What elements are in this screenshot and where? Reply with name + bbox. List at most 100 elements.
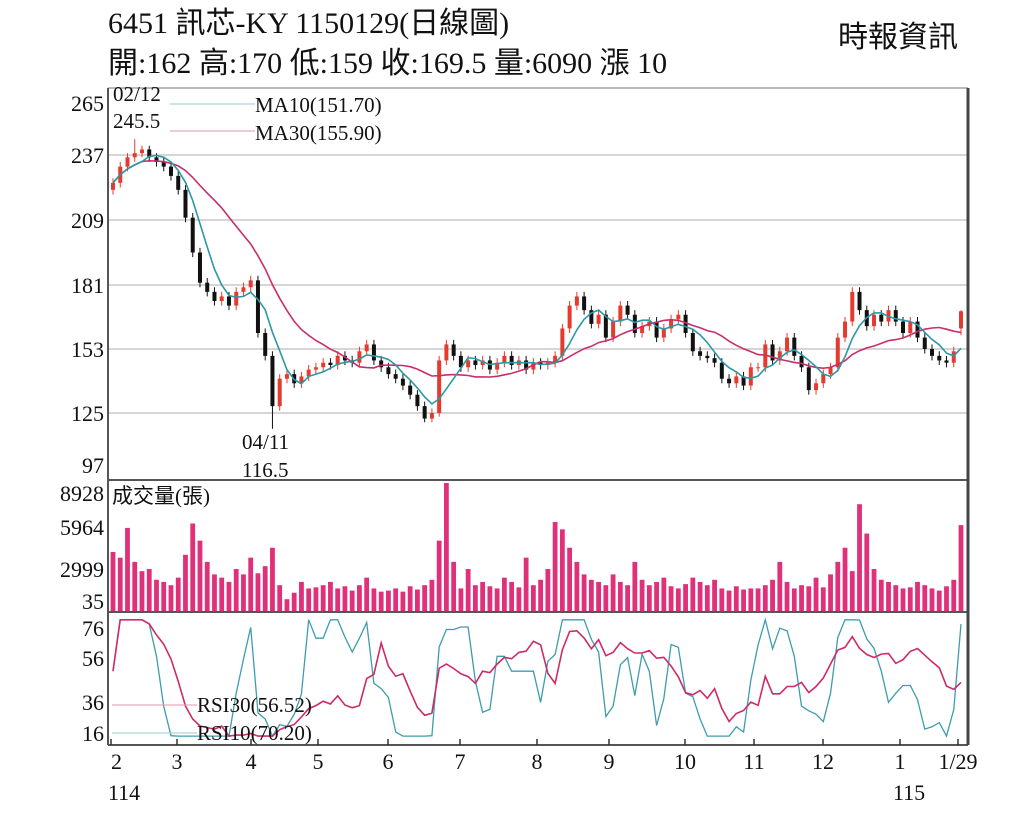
candle-body: [176, 175, 181, 190]
candle-body: [618, 305, 623, 322]
volume-bar: [117, 557, 123, 611]
candle: [415, 390, 420, 411]
year-label-115: 115: [893, 780, 925, 805]
volume-bar: [588, 579, 594, 611]
volume-bar: [813, 577, 819, 611]
volume-bar: [393, 588, 399, 611]
rsi-tick-label: 76: [82, 616, 104, 641]
ma10-line: [112, 154, 962, 405]
candle-body: [893, 310, 898, 322]
candle-body: [437, 360, 442, 413]
volume-bar: [494, 588, 500, 611]
volume-bar: [755, 588, 761, 611]
price-tick-label: 209: [71, 208, 104, 233]
volume-bar: [567, 547, 573, 611]
volume-bar: [784, 581, 790, 611]
volume-bar: [226, 581, 232, 611]
volume-bar: [190, 523, 196, 611]
candle-body: [313, 367, 318, 370]
volume-bar: [639, 579, 645, 611]
candle-body: [386, 367, 391, 375]
candle: [306, 365, 311, 381]
volume-bar: [922, 585, 928, 611]
candle-body: [234, 291, 239, 306]
volume-bar: [277, 585, 283, 611]
volume-bar: [690, 577, 696, 611]
candle: [944, 355, 949, 368]
volume-bar: [733, 586, 739, 611]
candle-body: [632, 314, 637, 333]
candle-body: [197, 252, 202, 283]
candle-body: [190, 217, 195, 253]
candle: [299, 371, 304, 388]
ma10-legend: MA10(151.70): [255, 93, 382, 117]
x-tick-labels: 2 3 4 5 6 7 8 9 10 11 12 1 1/29: [110, 739, 978, 774]
candle: [632, 310, 637, 338]
grid-lines: [108, 154, 968, 414]
candle: [770, 339, 775, 365]
volume-bar: [538, 579, 544, 611]
candle: [937, 351, 942, 365]
volume-bar: [197, 540, 203, 611]
candle: [618, 301, 623, 327]
candle-body: [371, 344, 376, 361]
volume-bar: [523, 557, 529, 611]
candle-body: [509, 355, 514, 365]
volume-bar: [299, 581, 304, 611]
candle: [480, 355, 485, 370]
candle: [234, 287, 239, 311]
volume-bar: [284, 599, 290, 611]
volume-bar: [125, 527, 130, 611]
volume-bar: [704, 585, 710, 611]
candle-body: [806, 367, 811, 391]
volume-tick-label: 5964: [60, 515, 104, 540]
candle: [176, 171, 181, 195]
volume-bar: [262, 566, 268, 611]
candle-body: [466, 360, 471, 368]
candle: [364, 339, 369, 356]
candle: [161, 157, 166, 172]
volume-bar: [509, 581, 515, 611]
candle: [814, 378, 819, 395]
price-tick-label: 97: [82, 453, 104, 478]
candle: [277, 374, 282, 411]
volume-bar: [400, 591, 406, 611]
candle: [284, 369, 289, 384]
candle: [393, 369, 398, 384]
volume-bar: [661, 577, 667, 611]
x-tick-label: 11: [743, 749, 764, 774]
volume-bar: [596, 581, 602, 611]
candle-body: [524, 360, 529, 370]
volume-bar: [487, 586, 493, 611]
ma30-legend: MA30(155.90): [255, 121, 382, 145]
candle-body: [364, 344, 369, 352]
candle: [806, 362, 811, 395]
candle: [669, 314, 674, 333]
candle-body: [748, 367, 753, 386]
x-tick-label: 2: [111, 749, 122, 774]
candle-body: [502, 355, 507, 363]
price-tick-label: 181: [71, 273, 104, 298]
volume-bar: [451, 561, 457, 611]
candle: [132, 139, 137, 162]
volume-bar: [574, 561, 580, 611]
candle: [255, 275, 260, 338]
candle-body: [734, 376, 739, 384]
volume-bar: [219, 577, 225, 611]
candle: [690, 328, 695, 356]
candle: [371, 339, 376, 365]
volume-bar: [233, 568, 239, 611]
candle-body: [857, 291, 862, 311]
volume-bar: [458, 588, 464, 611]
candle-body: [640, 326, 645, 333]
volume-bar: [161, 581, 167, 611]
candle: [589, 305, 594, 329]
candle-body: [147, 149, 152, 158]
candle-body: [168, 166, 173, 176]
candle: [661, 323, 666, 343]
volume-bar: [559, 529, 565, 611]
rsi30-line: [112, 619, 962, 737]
candle: [451, 339, 456, 361]
volume-bar: [270, 547, 275, 611]
